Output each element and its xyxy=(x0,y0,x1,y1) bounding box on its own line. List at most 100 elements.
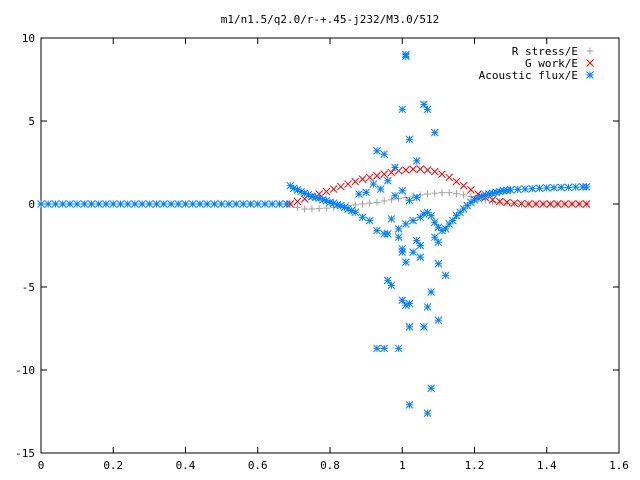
acoustic-flux-point xyxy=(430,218,439,227)
acoustic-flux-point xyxy=(87,200,96,208)
r-stress-point xyxy=(373,198,381,206)
x-tick-label: 1.2 xyxy=(465,459,485,472)
r-stress-point xyxy=(315,205,323,213)
acoustic-flux-point xyxy=(441,225,450,233)
acoustic-flux-point xyxy=(383,276,392,285)
x-tick-label: 0.6 xyxy=(248,459,268,472)
acoustic-flux-point xyxy=(37,200,45,208)
g-work-point xyxy=(423,166,432,174)
g-work-point xyxy=(532,200,540,208)
r-stress-point xyxy=(359,200,367,208)
g-work-point xyxy=(286,200,295,208)
y-tick-label: 10 xyxy=(22,32,35,45)
acoustic-flux-point xyxy=(380,344,389,353)
g-work-point xyxy=(430,167,439,176)
g-work-point xyxy=(467,186,475,194)
r-stress-point xyxy=(496,198,504,206)
acoustic-flux-point xyxy=(383,230,392,238)
acoustic-flux-point xyxy=(380,150,389,159)
acoustic-flux-point xyxy=(398,296,407,305)
acoustic-flux-point xyxy=(217,200,226,208)
acoustic-flux-point xyxy=(261,200,269,208)
g-work-point xyxy=(459,181,468,190)
chart-title: m1/n1.5/q2.0/r-+.45-j232/M3.0/512 xyxy=(221,13,440,26)
acoustic-flux-point xyxy=(373,226,381,235)
acoustic-flux-point xyxy=(427,288,436,296)
acoustic-flux-point xyxy=(188,200,197,208)
y-tick-label: -15 xyxy=(15,447,35,460)
acoustic-flux-point xyxy=(513,185,522,194)
acoustic-flux-point xyxy=(405,299,414,308)
acoustic-flux-point xyxy=(138,200,147,208)
acoustic-flux-point xyxy=(412,236,421,245)
acoustic-flux-point xyxy=(423,105,432,114)
g-work-point xyxy=(293,197,302,206)
acoustic-flux-point xyxy=(528,184,537,193)
acoustic-flux-point xyxy=(398,105,407,114)
g-work-point xyxy=(546,200,555,208)
legend-label: R stress/E xyxy=(512,45,578,58)
acoustic-flux-point xyxy=(423,409,432,418)
g-work-point xyxy=(380,170,389,178)
r-stress-point xyxy=(438,189,446,197)
acoustic-flux-point xyxy=(253,200,262,208)
acoustic-flux-point xyxy=(224,200,233,208)
r-stress-point xyxy=(503,199,511,207)
acoustic-flux-point xyxy=(405,401,414,409)
g-work-point xyxy=(510,199,519,208)
acoustic-flux-point xyxy=(159,200,168,208)
g-work-point xyxy=(438,170,446,178)
acoustic-flux-point xyxy=(80,200,89,208)
g-work-point xyxy=(416,165,425,173)
acoustic-flux-point xyxy=(102,200,110,208)
g-work-point xyxy=(524,200,533,208)
acoustic-flux-point xyxy=(373,344,381,353)
x-tick-label: 0.2 xyxy=(103,459,123,472)
legend-label: G work/E xyxy=(525,57,578,70)
g-work-point xyxy=(517,199,526,208)
legend-marker xyxy=(586,71,594,79)
g-work-point xyxy=(387,168,396,177)
acoustic-flux-point xyxy=(73,200,81,208)
acoustic-flux-point xyxy=(409,216,417,225)
acoustic-flux-point xyxy=(203,200,212,208)
g-work-point xyxy=(553,200,562,208)
y-tick-label: 5 xyxy=(28,115,35,128)
acoustic-flux-point xyxy=(232,200,240,208)
g-work-point xyxy=(568,200,576,208)
g-work-point xyxy=(351,177,360,186)
acoustic-flux-point xyxy=(152,200,161,208)
acoustic-flux-point xyxy=(44,200,53,208)
acoustic-flux-point xyxy=(58,200,67,208)
acoustic-flux-point xyxy=(362,188,370,197)
acoustic-flux-point xyxy=(387,281,396,290)
acoustic-flux-point xyxy=(181,200,190,208)
acoustic-flux-point xyxy=(571,183,580,191)
g-work-point xyxy=(358,175,367,183)
acoustic-flux-point xyxy=(402,258,410,266)
y-tick-label: 0 xyxy=(28,198,35,211)
axis-ticks: 0 0.2 0.4 0.6 0.8 1 1.2 1.4 1.6 -15 -10 -5 0 5 10 xyxy=(15,32,629,472)
acoustic-flux-point xyxy=(416,241,425,250)
g-work-point xyxy=(409,165,417,173)
acoustic-flux-point xyxy=(434,238,443,247)
y-tick-label: -5 xyxy=(22,281,35,294)
r-stress-point xyxy=(416,191,424,199)
g-work-point xyxy=(452,177,461,186)
acoustic-flux-point xyxy=(521,185,529,193)
series-star xyxy=(37,50,591,418)
acoustic-flux-point xyxy=(470,195,479,204)
acoustic-flux-point xyxy=(420,100,428,109)
r-stress-point xyxy=(301,205,309,213)
acoustic-flux-point xyxy=(174,200,183,208)
legend-marker xyxy=(586,47,594,55)
r-stress-point xyxy=(452,190,460,198)
r-stress-point xyxy=(424,190,432,198)
g-work-point xyxy=(445,173,454,182)
r-stress-point xyxy=(445,189,453,197)
acoustic-flux-point xyxy=(499,186,508,195)
acoustic-flux-point xyxy=(430,233,439,242)
acoustic-flux-point xyxy=(427,384,436,393)
acoustic-flux-point xyxy=(557,183,566,192)
